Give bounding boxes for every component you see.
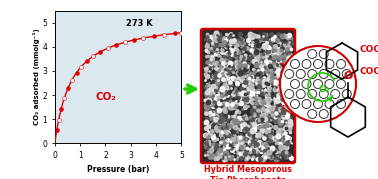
Text: 273 K: 273 K (126, 19, 152, 28)
Text: Hybrid Mesoporous
Tin Phosphonate: Hybrid Mesoporous Tin Phosphonate (204, 165, 292, 179)
Circle shape (291, 59, 299, 69)
Text: O: O (343, 71, 353, 81)
Circle shape (291, 79, 299, 88)
Circle shape (325, 59, 334, 69)
Circle shape (302, 59, 311, 69)
Circle shape (325, 79, 334, 88)
Circle shape (291, 100, 299, 108)
Circle shape (296, 69, 305, 79)
Text: CO₂: CO₂ (95, 92, 116, 102)
FancyBboxPatch shape (201, 29, 295, 163)
Circle shape (336, 100, 345, 108)
Circle shape (302, 79, 311, 88)
Circle shape (336, 59, 345, 69)
Circle shape (331, 90, 340, 98)
Circle shape (308, 69, 317, 79)
Circle shape (308, 90, 317, 98)
Circle shape (308, 50, 317, 59)
Text: O₂: O₂ (318, 86, 330, 95)
Y-axis label: CO₂ adsorbed (mmolg⁻¹): CO₂ adsorbed (mmolg⁻¹) (33, 29, 40, 125)
Circle shape (319, 50, 328, 59)
Circle shape (342, 69, 351, 79)
Circle shape (313, 100, 322, 108)
Circle shape (313, 59, 322, 69)
Circle shape (285, 90, 294, 98)
Circle shape (342, 90, 351, 98)
Text: COOH: COOH (359, 67, 378, 76)
Circle shape (319, 90, 328, 98)
Circle shape (296, 90, 305, 98)
Circle shape (325, 100, 334, 108)
Circle shape (313, 79, 322, 88)
Text: COOH: COOH (359, 45, 378, 54)
Circle shape (336, 79, 345, 88)
Circle shape (319, 69, 328, 79)
Circle shape (308, 110, 317, 118)
Circle shape (319, 110, 328, 118)
Circle shape (280, 46, 356, 122)
Circle shape (331, 69, 340, 79)
Circle shape (285, 69, 294, 79)
Circle shape (302, 100, 311, 108)
X-axis label: Pressure (bar): Pressure (bar) (87, 165, 149, 174)
